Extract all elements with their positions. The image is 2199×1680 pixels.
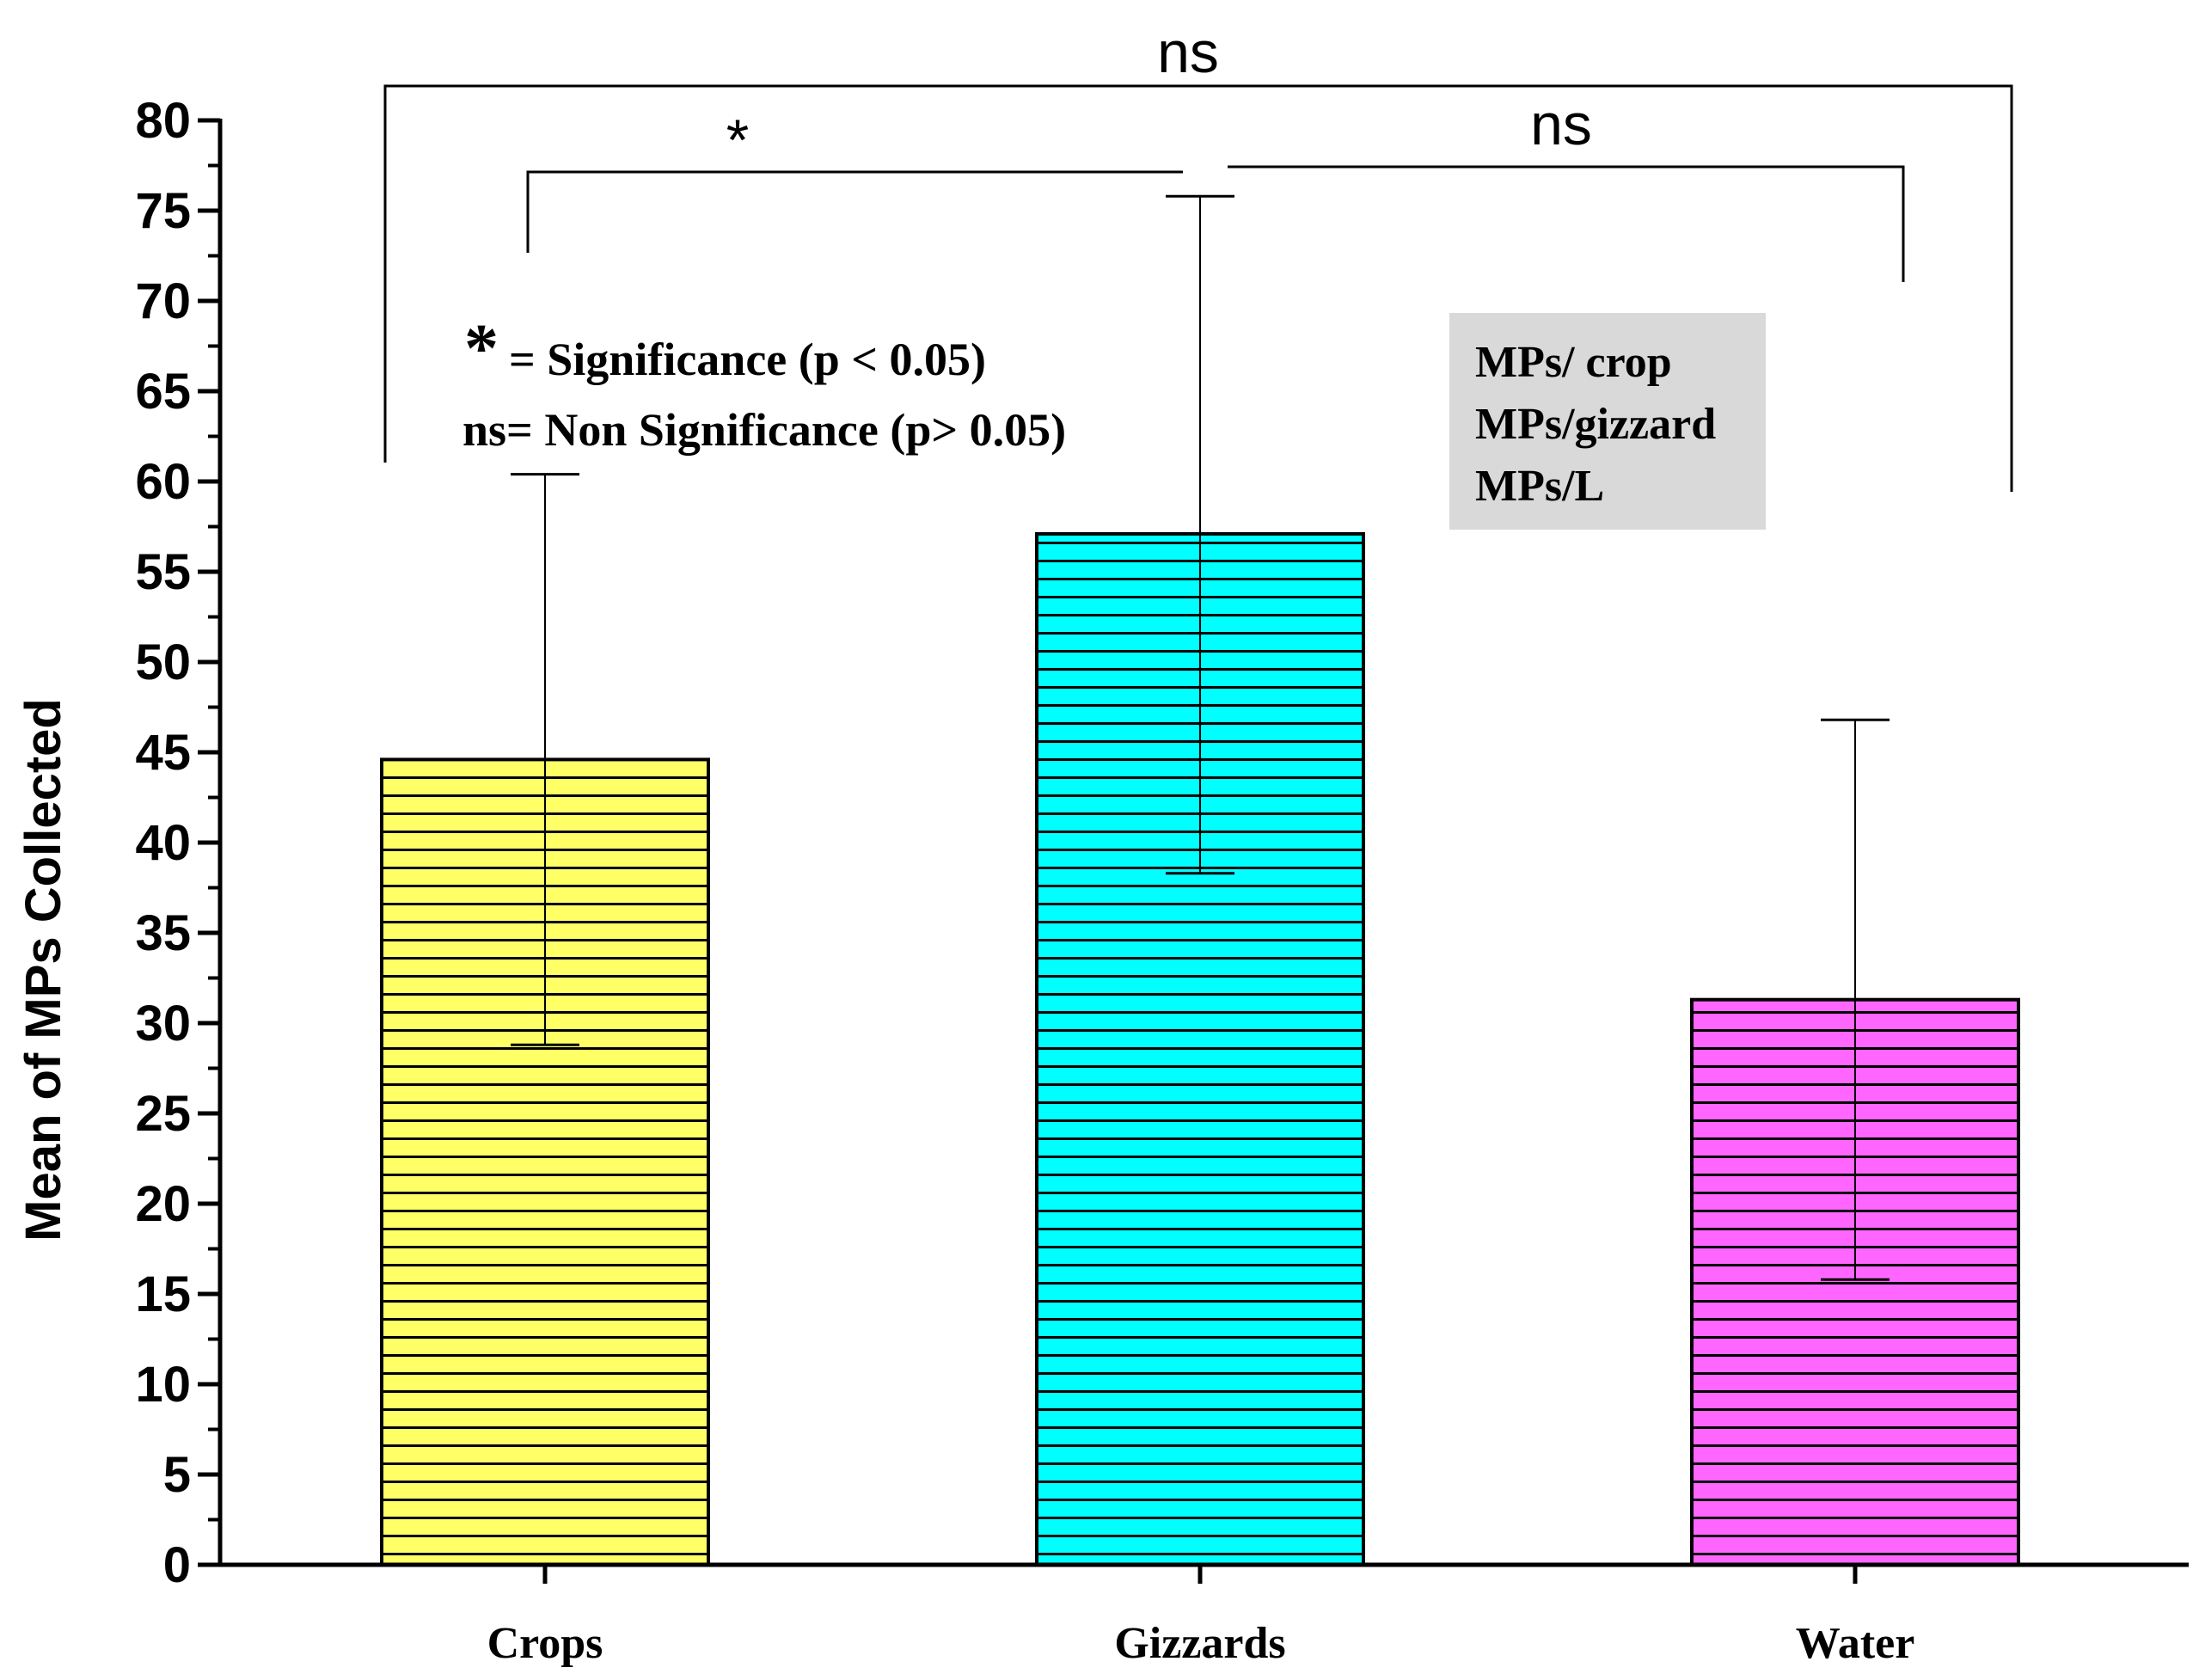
- y-tick-label: 35: [135, 905, 191, 961]
- y-tick-label: 70: [135, 273, 191, 329]
- y-tick-label: 45: [135, 725, 191, 781]
- bracket-crops-gizzards: [526, 170, 1183, 253]
- note-star-symbol: *: [464, 311, 499, 387]
- bracket-crops-water: [383, 84, 2013, 492]
- y-tick-label: 50: [135, 635, 191, 690]
- y-tick-label: 20: [135, 1176, 191, 1232]
- y-tick-label: 80: [135, 93, 191, 149]
- y-tick-label: 5: [163, 1447, 191, 1503]
- y-tick-label: 0: [163, 1537, 191, 1593]
- x-tick-label-crops: Crops: [487, 1619, 603, 1668]
- y-tick-label: 60: [135, 454, 191, 510]
- legend-line-gizzard: MPs/gizzard: [1475, 400, 1716, 449]
- significance-notes: * = Significance (p < 0.05) ns= Non Sign…: [462, 311, 1066, 456]
- y-tick-label: 55: [135, 544, 191, 600]
- legend-box: MPs/ crop MPs/gizzard MPs/L: [1449, 313, 1766, 530]
- y-tick-label: 25: [135, 1086, 191, 1142]
- bracket-label-crops-gizzards: *: [726, 107, 749, 173]
- y-tick-label: 40: [135, 815, 191, 871]
- note-significance: = Significance (p < 0.05): [509, 334, 986, 385]
- bracket-label-gizzards-water: ns: [1530, 92, 1592, 157]
- y-tick-label: 10: [135, 1357, 191, 1413]
- y-tick-label: 65: [135, 364, 191, 420]
- legend-line-water: MPs/L: [1475, 462, 1604, 511]
- significance-layer: * ns ns: [383, 20, 2013, 492]
- legend-line-crop: MPs/ crop: [1475, 338, 1672, 387]
- y-tick-label: 30: [135, 996, 191, 1052]
- note-non-significance: ns= Non Significance (p> 0.05): [462, 404, 1066, 456]
- y-tick-label: 75: [135, 183, 191, 239]
- error-bars-layer: [511, 194, 1890, 1281]
- bracket-gizzards-water: [1228, 165, 1905, 282]
- y-axis-label: Mean of MPs Collected: [15, 698, 71, 1242]
- x-tick-label-gizzards: Gizzards: [1114, 1619, 1285, 1668]
- y-tick-label: 15: [135, 1266, 191, 1322]
- axes-layer: 0 5 10 15 20 25 30 35 40 45 50 55 60 65 70 75 80 Crops Giz…: [135, 93, 2189, 1668]
- legend-box-background: [1449, 313, 1766, 530]
- bracket-label-crops-water: ns: [1157, 20, 1219, 85]
- x-tick-label-water: Water: [1796, 1619, 1915, 1668]
